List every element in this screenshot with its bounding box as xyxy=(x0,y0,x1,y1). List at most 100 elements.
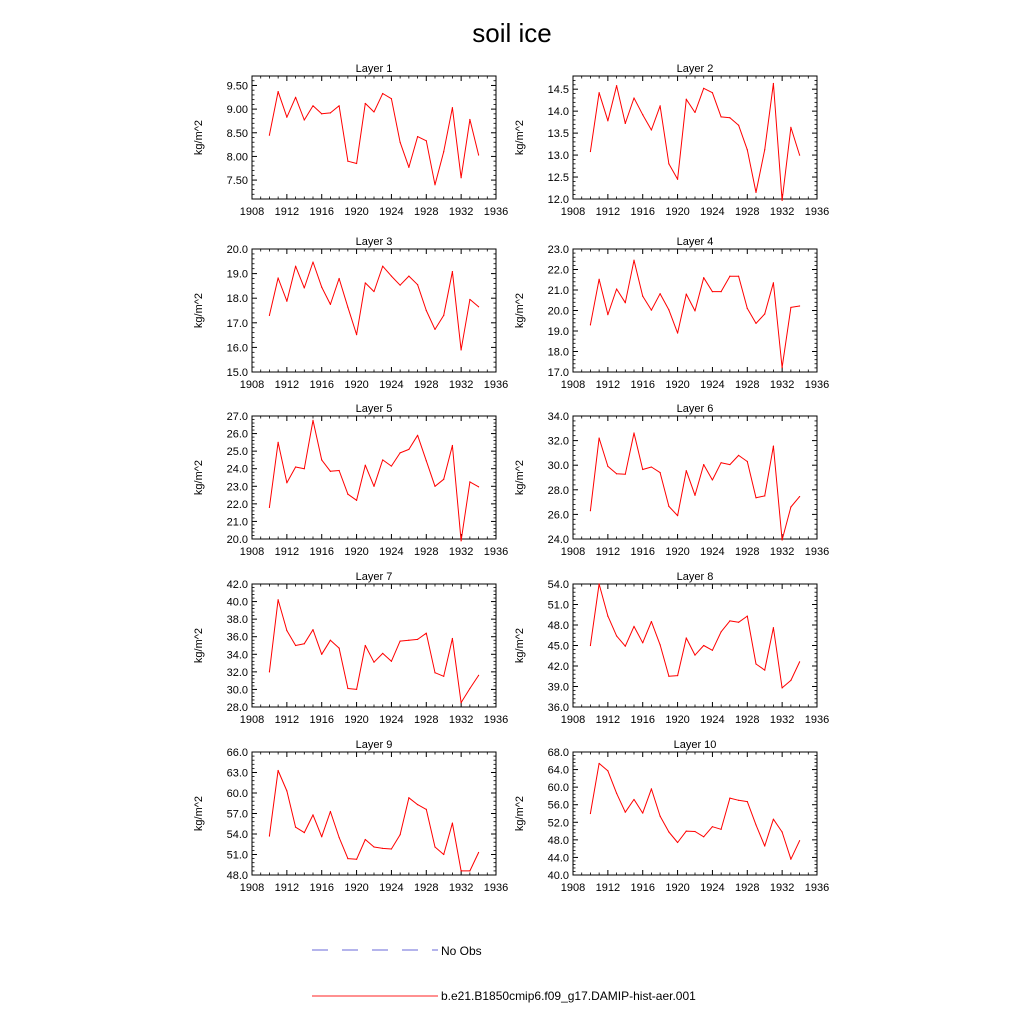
y-tick-label: 27.0 xyxy=(227,411,248,423)
data-point xyxy=(434,672,436,674)
x-tick-label: 1932 xyxy=(449,546,473,558)
x-tick-label: 1912 xyxy=(275,206,299,218)
panel-title: Layer 4 xyxy=(677,236,714,248)
data-point xyxy=(694,654,696,656)
x-tick-label: 1936 xyxy=(805,206,829,218)
x-tick-label: 1924 xyxy=(379,882,403,894)
data-point xyxy=(755,497,757,499)
y-tick-label: 36.0 xyxy=(548,702,569,714)
x-tick-label: 1924 xyxy=(379,714,403,726)
x-tick-label: 1920 xyxy=(344,379,368,391)
data-point xyxy=(598,762,600,765)
x-tick-label: 1908 xyxy=(240,546,264,558)
x-tick-label: 1912 xyxy=(275,714,299,726)
data-point xyxy=(277,769,279,772)
y-tick-label: 28.0 xyxy=(548,485,569,497)
data-point xyxy=(642,812,644,814)
data-point xyxy=(416,638,419,640)
x-tick-label: 1936 xyxy=(805,882,829,894)
data-point xyxy=(373,485,375,487)
data-point xyxy=(589,150,592,153)
y-tick-label: 12.5 xyxy=(548,172,569,184)
data-point xyxy=(451,637,454,640)
data-point xyxy=(676,515,679,517)
x-tick-label: 1924 xyxy=(700,714,724,726)
data-point xyxy=(416,284,419,286)
data-point xyxy=(286,629,288,632)
data-point xyxy=(434,184,436,186)
y-tick-label: 51.0 xyxy=(227,850,248,862)
data-point xyxy=(676,332,679,334)
panel-layer-1: Layer 1 1908 1912 1916 1920 1924 1928 1932 1936 7… xyxy=(193,63,508,218)
x-tick-label: 1932 xyxy=(449,714,473,726)
data-point xyxy=(624,302,626,304)
data-point xyxy=(589,644,592,647)
x-tick-label: 1912 xyxy=(275,546,299,558)
panel-layer-7: Layer 7 1908 1912 1916 1920 1924 1928 1932 1936 2… xyxy=(193,571,508,726)
data-point xyxy=(303,643,305,645)
panel-layer-8: Layer 8 1908 1912 1916 1920 1924 1928 1932 1936 3… xyxy=(514,571,829,726)
data-point xyxy=(737,275,740,277)
y-tick-label: 64.0 xyxy=(548,765,569,777)
data-point xyxy=(737,124,740,126)
y-tick-label: 9.00 xyxy=(227,104,248,116)
x-tick-label: 1928 xyxy=(735,206,759,218)
data-point xyxy=(355,858,358,860)
legend-model-label: b.e21.B1850cmip6.f09_g17.DAMIP-hist-aer.… xyxy=(441,989,696,1003)
y-axis-label: kg/m^2 xyxy=(193,120,205,155)
x-tick-label: 1932 xyxy=(770,882,794,894)
y-tick-label: 54.0 xyxy=(548,579,569,591)
data-point xyxy=(642,114,644,116)
y-tick-label: 45.0 xyxy=(548,641,569,653)
data-point xyxy=(668,309,670,311)
data-point xyxy=(676,674,679,677)
y-tick-label: 39.0 xyxy=(548,682,569,694)
data-point xyxy=(277,277,279,279)
data-point xyxy=(729,463,731,466)
data-point xyxy=(329,303,332,305)
data-point xyxy=(451,107,454,109)
data-point xyxy=(772,82,775,85)
data-point xyxy=(598,278,600,280)
x-tick-label: 1912 xyxy=(596,206,620,218)
data-point xyxy=(408,275,410,277)
x-tick-label: 1912 xyxy=(596,379,620,391)
data-point xyxy=(347,160,349,162)
panel-layer-3: Layer 3 1908 1912 1916 1920 1924 1928 1932 1936 1… xyxy=(193,236,508,391)
data-point xyxy=(607,770,609,772)
data-point xyxy=(477,851,480,854)
y-tick-label: 20.0 xyxy=(548,306,569,318)
data-point xyxy=(685,637,687,639)
data-point xyxy=(729,275,731,277)
data-point xyxy=(347,858,349,860)
data-point xyxy=(720,291,722,293)
x-tick-label: 1924 xyxy=(379,546,403,558)
y-tick-label: 16.0 xyxy=(227,342,248,354)
y-tick-label: 32.0 xyxy=(227,667,248,679)
y-tick-label: 18.0 xyxy=(227,293,248,305)
x-tick-label: 1928 xyxy=(414,379,438,391)
data-point xyxy=(294,826,297,828)
figure-title: soil ice xyxy=(472,18,551,48)
data-point xyxy=(659,815,661,817)
x-tick-label: 1924 xyxy=(700,379,724,391)
data-point xyxy=(746,801,748,803)
x-tick-label: 1936 xyxy=(805,379,829,391)
x-tick-label: 1908 xyxy=(561,882,585,894)
data-point xyxy=(399,284,401,286)
data-point xyxy=(711,291,714,293)
x-tick-label: 1908 xyxy=(240,206,264,218)
y-tick-label: 21.0 xyxy=(548,285,569,297)
series-line xyxy=(268,91,480,186)
x-tick-label: 1908 xyxy=(240,714,264,726)
data-point xyxy=(382,847,384,849)
data-point xyxy=(382,92,384,95)
data-point xyxy=(589,812,592,815)
data-point xyxy=(294,265,297,267)
data-point xyxy=(321,459,323,461)
data-point xyxy=(303,119,305,121)
data-point xyxy=(364,838,366,841)
data-point xyxy=(633,625,635,627)
